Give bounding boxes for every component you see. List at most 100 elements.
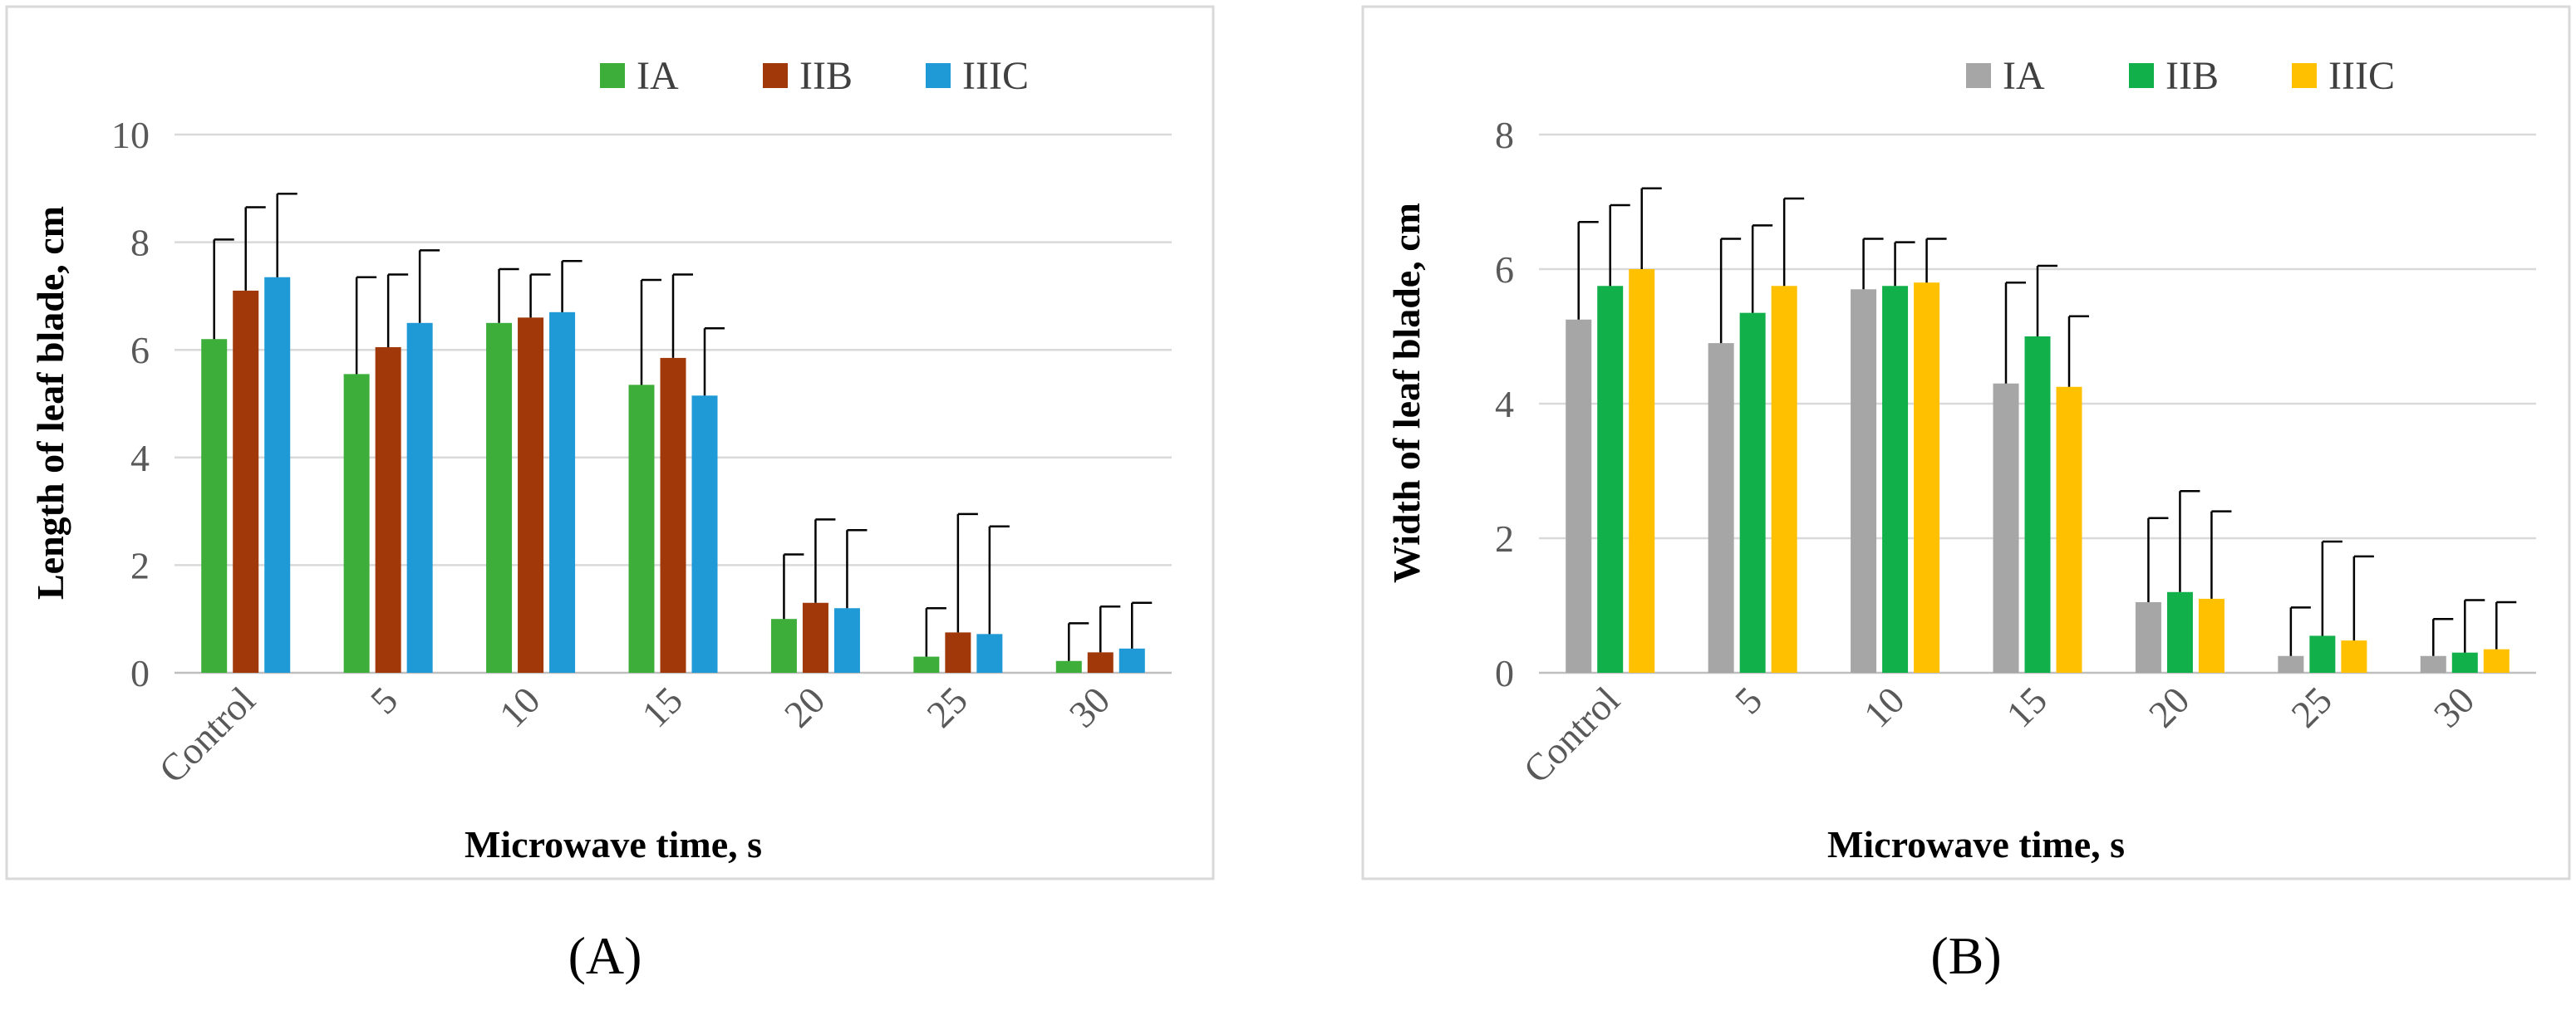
- panel-a-error-bar-ia: [355, 276, 377, 375]
- panel-a-bar-iiic: [1118, 648, 1145, 673]
- panel-a-bar-iib: [1087, 652, 1113, 673]
- panel-a-error-bar-iib: [671, 273, 693, 358]
- panel-a-y-tick-label: 6: [130, 329, 150, 371]
- panel-b-bar-iib: [2309, 635, 2336, 673]
- panel-a-error-bar-iiic: [1131, 601, 1153, 649]
- panel-b-bar-ia: [1566, 319, 1592, 673]
- panel-a-bar-ia: [343, 374, 370, 673]
- panel-b-bar-iib: [1739, 312, 1766, 673]
- panel-b-bar-ia: [2278, 655, 2304, 673]
- panel-b-bar-ia: [1708, 343, 1734, 673]
- panel-a-bar-ia: [628, 385, 655, 673]
- panel-a-bar-iiic: [264, 277, 291, 673]
- panel-b-bar-iiic: [2198, 598, 2225, 673]
- panel-a-tag: (A): [568, 926, 642, 985]
- panel-b-legend-label-iiic: IIIC: [2328, 54, 2395, 98]
- panel-a-gridlines: [175, 133, 1172, 674]
- panel-a-bar-ia: [913, 656, 940, 673]
- panel-a-bar-ia: [1055, 660, 1082, 673]
- panel-a-bars: [201, 277, 1145, 673]
- panel-b-y-tick-label: 8: [1495, 114, 1514, 156]
- panel-a-bar-ia: [201, 339, 228, 673]
- panel-b-bar-iib: [1597, 286, 1624, 673]
- panel-b-bars: [1566, 269, 2510, 673]
- panel-b-tag: (B): [1930, 926, 2001, 985]
- panel-a-y-tick-label: 4: [130, 437, 150, 479]
- panel-b-error-bar-iib: [2036, 264, 2057, 336]
- panel-b-error-bar-ia: [1577, 221, 1599, 320]
- panel-b-error-bar-iib: [1751, 224, 1773, 313]
- panel-b-error-bar-ia: [2289, 606, 2311, 656]
- panel-a-error-bar-iiic: [561, 260, 583, 312]
- panel-a-error-bar-ia: [925, 606, 946, 657]
- panel-a-legend-swatch-ia: [600, 63, 625, 88]
- panel-b-error-bar-ia: [2004, 281, 2026, 384]
- panel-b-bar-iib: [2024, 336, 2051, 673]
- panel-a-bar-iiic: [691, 395, 718, 673]
- panel-a-y-tick-label: 8: [130, 222, 150, 264]
- panel-a-legend-label-iib: IIB: [799, 54, 853, 98]
- panel-a-error-bar-iiic: [988, 525, 1010, 635]
- panel-a-legend-swatch-iib: [763, 63, 788, 88]
- panel-a-legend: IA IIB IIIC: [600, 54, 1029, 98]
- panel-b-y-tick-label: 2: [1495, 517, 1514, 560]
- panel-b-error-bar-iib: [1609, 203, 1630, 287]
- panel-a-y-tick-label: 10: [111, 114, 150, 156]
- panel-b-error-bar-iiic: [2210, 510, 2232, 599]
- panel-b-bar-iiic: [1771, 286, 1797, 673]
- panel-a-bar-iib: [660, 357, 686, 673]
- panel-b-bar-iiic: [2341, 640, 2367, 673]
- panel-a-error-bar-iib: [386, 273, 409, 347]
- panel-a-error-bar-ia: [213, 238, 234, 340]
- panel-a-bar-iib: [802, 602, 828, 673]
- panel-b-x-axis-label: Microwave time, s: [1827, 823, 2125, 865]
- panel-a-y-axis-label: Length of leaf blade, cm: [29, 206, 71, 600]
- panel-a-bar-iiic: [549, 311, 576, 673]
- panel-a-y-tick-label: 2: [130, 544, 150, 586]
- panel-a-error-bar-iiic: [418, 249, 440, 323]
- panel-b-error-bar-iiic: [2495, 601, 2517, 650]
- panel-a-bar-iiic: [833, 608, 860, 673]
- panel-a-bar-iib: [375, 346, 401, 673]
- panel-b-y-tick-label: 6: [1495, 248, 1514, 291]
- panel-b-bar-iiic: [1629, 269, 1655, 673]
- panel-b-legend-swatch-ia: [1966, 63, 1991, 88]
- panel-a-error-bar-iib: [1099, 606, 1121, 653]
- panel-b-error-bar-iiic: [2352, 555, 2374, 641]
- panel-a-error-bar-iib: [529, 273, 551, 318]
- panel-a-error-bars: [213, 193, 1153, 661]
- panel-a-bar-iib: [945, 632, 971, 673]
- panel-b-legend-label-ia: IA: [2003, 54, 2045, 98]
- panel-b-bar-iib: [2166, 591, 2193, 673]
- panel-a-error-bar-ia: [1068, 622, 1089, 661]
- panel-b-bar-iiic: [1914, 282, 1940, 673]
- panel-a-error-bar-iib: [244, 206, 266, 291]
- panel-b-error-bar-iiic: [1640, 187, 1662, 269]
- panel-b-legend-swatch-iib: [2129, 63, 2154, 88]
- panel-b-y-tick-label: 4: [1495, 383, 1514, 425]
- panel-a-bar-iiic: [406, 322, 433, 673]
- panel-a-error-bar-iib: [814, 518, 836, 603]
- panel-a-y-tick-label: 0: [130, 652, 150, 694]
- panel-a-legend-label-ia: IA: [637, 54, 679, 98]
- panel-a-bar-iib: [233, 290, 259, 673]
- panel-b-error-bar-iib: [1894, 241, 1915, 287]
- panel-b-bar-iiic: [2483, 649, 2510, 673]
- panel-b-error-bar-iiic: [1782, 197, 1805, 287]
- panel-a-error-bar-ia: [498, 267, 519, 323]
- panel-b-frame: [1361, 5, 2571, 880]
- panel-b-bar-ia: [1993, 383, 2019, 673]
- panel-b-error-bars: [1577, 187, 2517, 656]
- panel-a-bar-iiic: [976, 634, 1003, 673]
- panel-a-bar-iib: [518, 317, 544, 673]
- panel-b-error-bar-ia: [2432, 617, 2454, 656]
- panel-b-y-ticks: 0 2 4 6 8: [1495, 114, 1514, 694]
- panel-b-legend: IA IIB IIIC: [1966, 54, 2395, 98]
- panel-a-error-bar-iiic: [703, 327, 725, 396]
- panel-b-error-bar-iib: [2321, 540, 2342, 636]
- panel-b-bar-iib: [1882, 286, 1909, 673]
- panel-a-error-bar-ia: [783, 553, 804, 620]
